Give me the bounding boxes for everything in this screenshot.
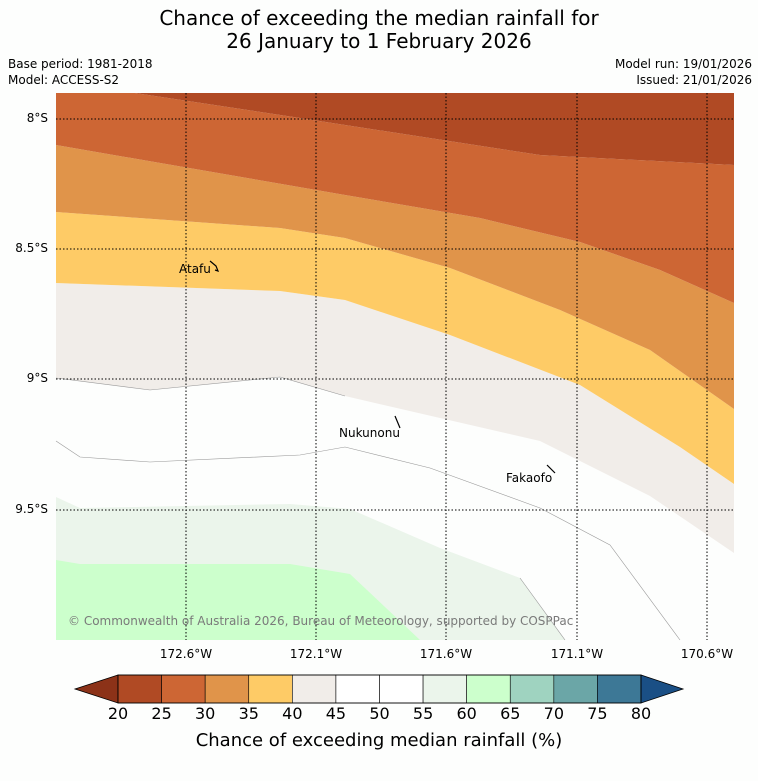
- zone-40-45: [56, 283, 734, 553]
- place-label-atafu: Atafu: [179, 262, 211, 276]
- colorbar-tick-label: 60: [456, 704, 477, 723]
- colorbar-under-arrow: [73, 674, 119, 704]
- colorbar-tick-label: 55: [412, 704, 434, 723]
- lon-label-172-6w: 172.6°W: [159, 647, 213, 661]
- colorbar-segment: [422, 674, 467, 704]
- colorbar-title: Chance of exceeding median rainfall (%): [195, 730, 563, 751]
- colorbar-tick-label: 45: [325, 704, 347, 723]
- colorbar-segment: [161, 674, 206, 704]
- colorbar-segment: [466, 674, 511, 704]
- zone-60-65: [56, 560, 420, 640]
- map-title-line2: 26 January to 1 February 2026: [226, 29, 532, 53]
- colorbar-segment: [597, 674, 642, 704]
- colorbar-tick-label: 80: [630, 704, 652, 723]
- base-period: Base period: 1981-2018: [8, 57, 153, 71]
- colorbar-tick-label: 70: [543, 704, 564, 723]
- colorbar-tick-label: 35: [238, 704, 259, 723]
- colorbar-tick-label: 75: [587, 704, 608, 723]
- colorbar-tick-label: 40: [282, 704, 303, 723]
- lon-label-170-6w: 170.6°W: [680, 647, 734, 661]
- zone-35-40: [56, 212, 734, 484]
- colorbar-segment: [248, 674, 293, 704]
- lon-label-172-1w: 172.1°W: [289, 647, 343, 661]
- colorbar-tick-label: 25: [151, 704, 172, 723]
- contour-lines: [55, 376, 681, 641]
- lat-label-9-5s: 9.5°S: [15, 502, 48, 516]
- zone-30-35: [56, 145, 734, 409]
- fakaofo-atoll: [546, 464, 556, 474]
- model-run: Model run: 19/01/2026: [614, 57, 752, 71]
- colorbar-segment: [379, 674, 424, 704]
- copyright-notice: © Commonwealth of Australia 2026, Bureau…: [68, 614, 574, 628]
- atafu-atoll: [209, 260, 220, 272]
- colorbar-segment: [335, 674, 380, 704]
- colorbar-tick-label: 30: [194, 704, 216, 723]
- lon-label-171-6w: 171.6°W: [419, 647, 473, 661]
- lat-label-8s: 8°S: [26, 111, 48, 125]
- model-name: Model: ACCESS-S2: [8, 73, 120, 87]
- graticule: [56, 93, 734, 640]
- colorbar-segment: [204, 674, 250, 704]
- colorbar-segment: [509, 674, 555, 704]
- place-label-nukunonu: Nukunonu: [339, 426, 400, 440]
- colorbar-segment: [292, 674, 337, 704]
- lat-label-9s: 9°S: [26, 371, 48, 385]
- lat-label-8-5s: 8.5°S: [15, 241, 48, 255]
- nukunonu-atoll: [394, 415, 401, 429]
- zone-20-25: [135, 93, 734, 165]
- colorbar-tick-label: 65: [500, 704, 521, 723]
- issued-date: Issued: 21/01/2026: [636, 73, 752, 87]
- colorbar-tick-label: 20: [107, 704, 129, 723]
- lon-label-171-1w: 171.1°W: [550, 647, 604, 661]
- map-panel: [55, 93, 734, 641]
- zone-25-30: [56, 93, 734, 303]
- colorbar-tick-label: 50: [369, 704, 390, 723]
- colorbar-segment: [117, 674, 162, 704]
- colorbar-segment: [553, 674, 598, 704]
- map-title-line1: Chance of exceeding the median rainfall …: [159, 6, 599, 30]
- place-label-fakaofo: Fakaofo: [506, 471, 553, 485]
- colorbar-over-arrow: [640, 674, 685, 704]
- colorbar: [73, 674, 685, 704]
- atoll-outlines: [209, 260, 556, 474]
